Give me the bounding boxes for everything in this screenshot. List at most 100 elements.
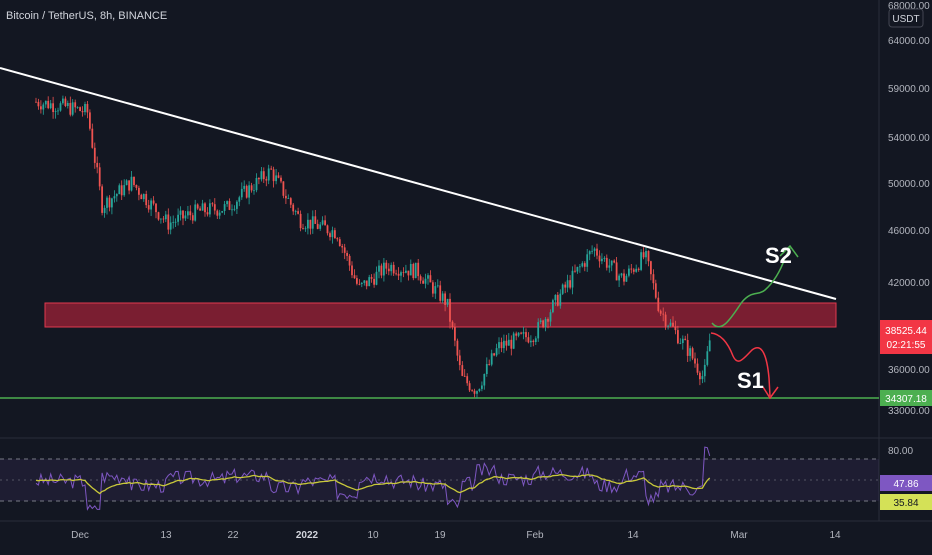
- candle[interactable]: [539, 320, 542, 323]
- candle[interactable]: [681, 338, 684, 343]
- candle[interactable]: [659, 310, 662, 314]
- candle[interactable]: [703, 364, 706, 377]
- candle[interactable]: [559, 293, 562, 306]
- candle[interactable]: [515, 333, 518, 336]
- candle[interactable]: [654, 283, 657, 298]
- candle[interactable]: [182, 210, 184, 219]
- candle[interactable]: [672, 322, 674, 327]
- candle[interactable]: [623, 273, 625, 282]
- candle[interactable]: [233, 208, 236, 210]
- candle[interactable]: [598, 255, 601, 262]
- candle[interactable]: [422, 280, 424, 284]
- candle[interactable]: [84, 104, 86, 113]
- candle[interactable]: [380, 265, 383, 276]
- candle[interactable]: [488, 364, 491, 365]
- candle[interactable]: [650, 261, 652, 275]
- candle[interactable]: [160, 218, 162, 220]
- currency-badge[interactable]: [888, 8, 924, 28]
- rsi-line[interactable]: [35, 446, 711, 511]
- candle[interactable]: [407, 270, 410, 276]
- candle[interactable]: [368, 277, 371, 287]
- candle[interactable]: [71, 102, 74, 115]
- candle[interactable]: [218, 212, 221, 216]
- candle[interactable]: [130, 176, 133, 191]
- candle[interactable]: [89, 112, 91, 129]
- candle[interactable]: [414, 262, 417, 279]
- candle[interactable]: [253, 190, 255, 192]
- candle[interactable]: [177, 214, 179, 222]
- candle[interactable]: [691, 348, 694, 359]
- candle[interactable]: [106, 197, 108, 208]
- candle[interactable]: [471, 390, 473, 392]
- candle[interactable]: [57, 110, 59, 112]
- candle[interactable]: [679, 343, 682, 344]
- candle[interactable]: [74, 102, 77, 108]
- candle[interactable]: [564, 284, 567, 288]
- candle[interactable]: [522, 332, 525, 334]
- candle[interactable]: [275, 175, 277, 182]
- candle[interactable]: [142, 194, 145, 200]
- candle[interactable]: [581, 263, 584, 267]
- candle[interactable]: [123, 185, 126, 196]
- candle[interactable]: [248, 185, 250, 198]
- candle[interactable]: [353, 275, 356, 279]
- candle[interactable]: [591, 250, 593, 252]
- candle[interactable]: [576, 266, 579, 272]
- candle[interactable]: [645, 251, 647, 258]
- candle[interactable]: [662, 313, 665, 315]
- candle[interactable]: [157, 212, 160, 220]
- candle[interactable]: [287, 198, 290, 199]
- candle[interactable]: [152, 200, 155, 204]
- candle[interactable]: [429, 275, 432, 283]
- candle[interactable]: [258, 178, 260, 180]
- candle[interactable]: [534, 338, 537, 342]
- candle[interactable]: [324, 220, 326, 226]
- candle[interactable]: [86, 104, 89, 113]
- candle[interactable]: [451, 321, 454, 328]
- candle[interactable]: [370, 277, 373, 279]
- candle[interactable]: [216, 210, 219, 216]
- candle[interactable]: [66, 103, 69, 106]
- candle[interactable]: [610, 260, 613, 266]
- candle[interactable]: [115, 194, 118, 197]
- candle[interactable]: [517, 332, 520, 336]
- candle[interactable]: [265, 179, 268, 181]
- candle[interactable]: [642, 252, 645, 258]
- candle[interactable]: [47, 100, 50, 109]
- candle[interactable]: [395, 273, 397, 275]
- candle[interactable]: [363, 280, 366, 283]
- candle[interactable]: [375, 271, 378, 285]
- candle[interactable]: [101, 186, 103, 213]
- candle[interactable]: [588, 251, 591, 255]
- candle[interactable]: [113, 196, 116, 199]
- rsi-axis[interactable]: 80.00 47.86 35.84: [880, 446, 932, 510]
- candle[interactable]: [341, 246, 344, 248]
- candle[interactable]: [625, 275, 628, 282]
- candle[interactable]: [547, 319, 549, 322]
- candle[interactable]: [76, 107, 79, 108]
- candle[interactable]: [520, 332, 522, 334]
- candle[interactable]: [463, 375, 466, 377]
- candle[interactable]: [213, 204, 216, 211]
- candle[interactable]: [552, 300, 554, 313]
- candle[interactable]: [44, 100, 47, 105]
- projection-up-arrow[interactable]: [711, 244, 799, 328]
- candle[interactable]: [694, 358, 696, 364]
- candle[interactable]: [468, 383, 471, 391]
- candle[interactable]: [155, 203, 157, 213]
- candle[interactable]: [383, 262, 385, 276]
- candle[interactable]: [699, 372, 701, 380]
- candle[interactable]: [390, 264, 393, 272]
- candle[interactable]: [316, 223, 319, 229]
- candle[interactable]: [277, 175, 280, 178]
- candle[interactable]: [701, 376, 704, 380]
- candle[interactable]: [495, 348, 498, 356]
- candle[interactable]: [98, 167, 101, 187]
- candle[interactable]: [476, 391, 478, 394]
- candle[interactable]: [111, 198, 113, 208]
- candle[interactable]: [400, 272, 402, 276]
- candle[interactable]: [267, 168, 270, 181]
- candle[interactable]: [302, 228, 304, 229]
- candle[interactable]: [444, 293, 446, 305]
